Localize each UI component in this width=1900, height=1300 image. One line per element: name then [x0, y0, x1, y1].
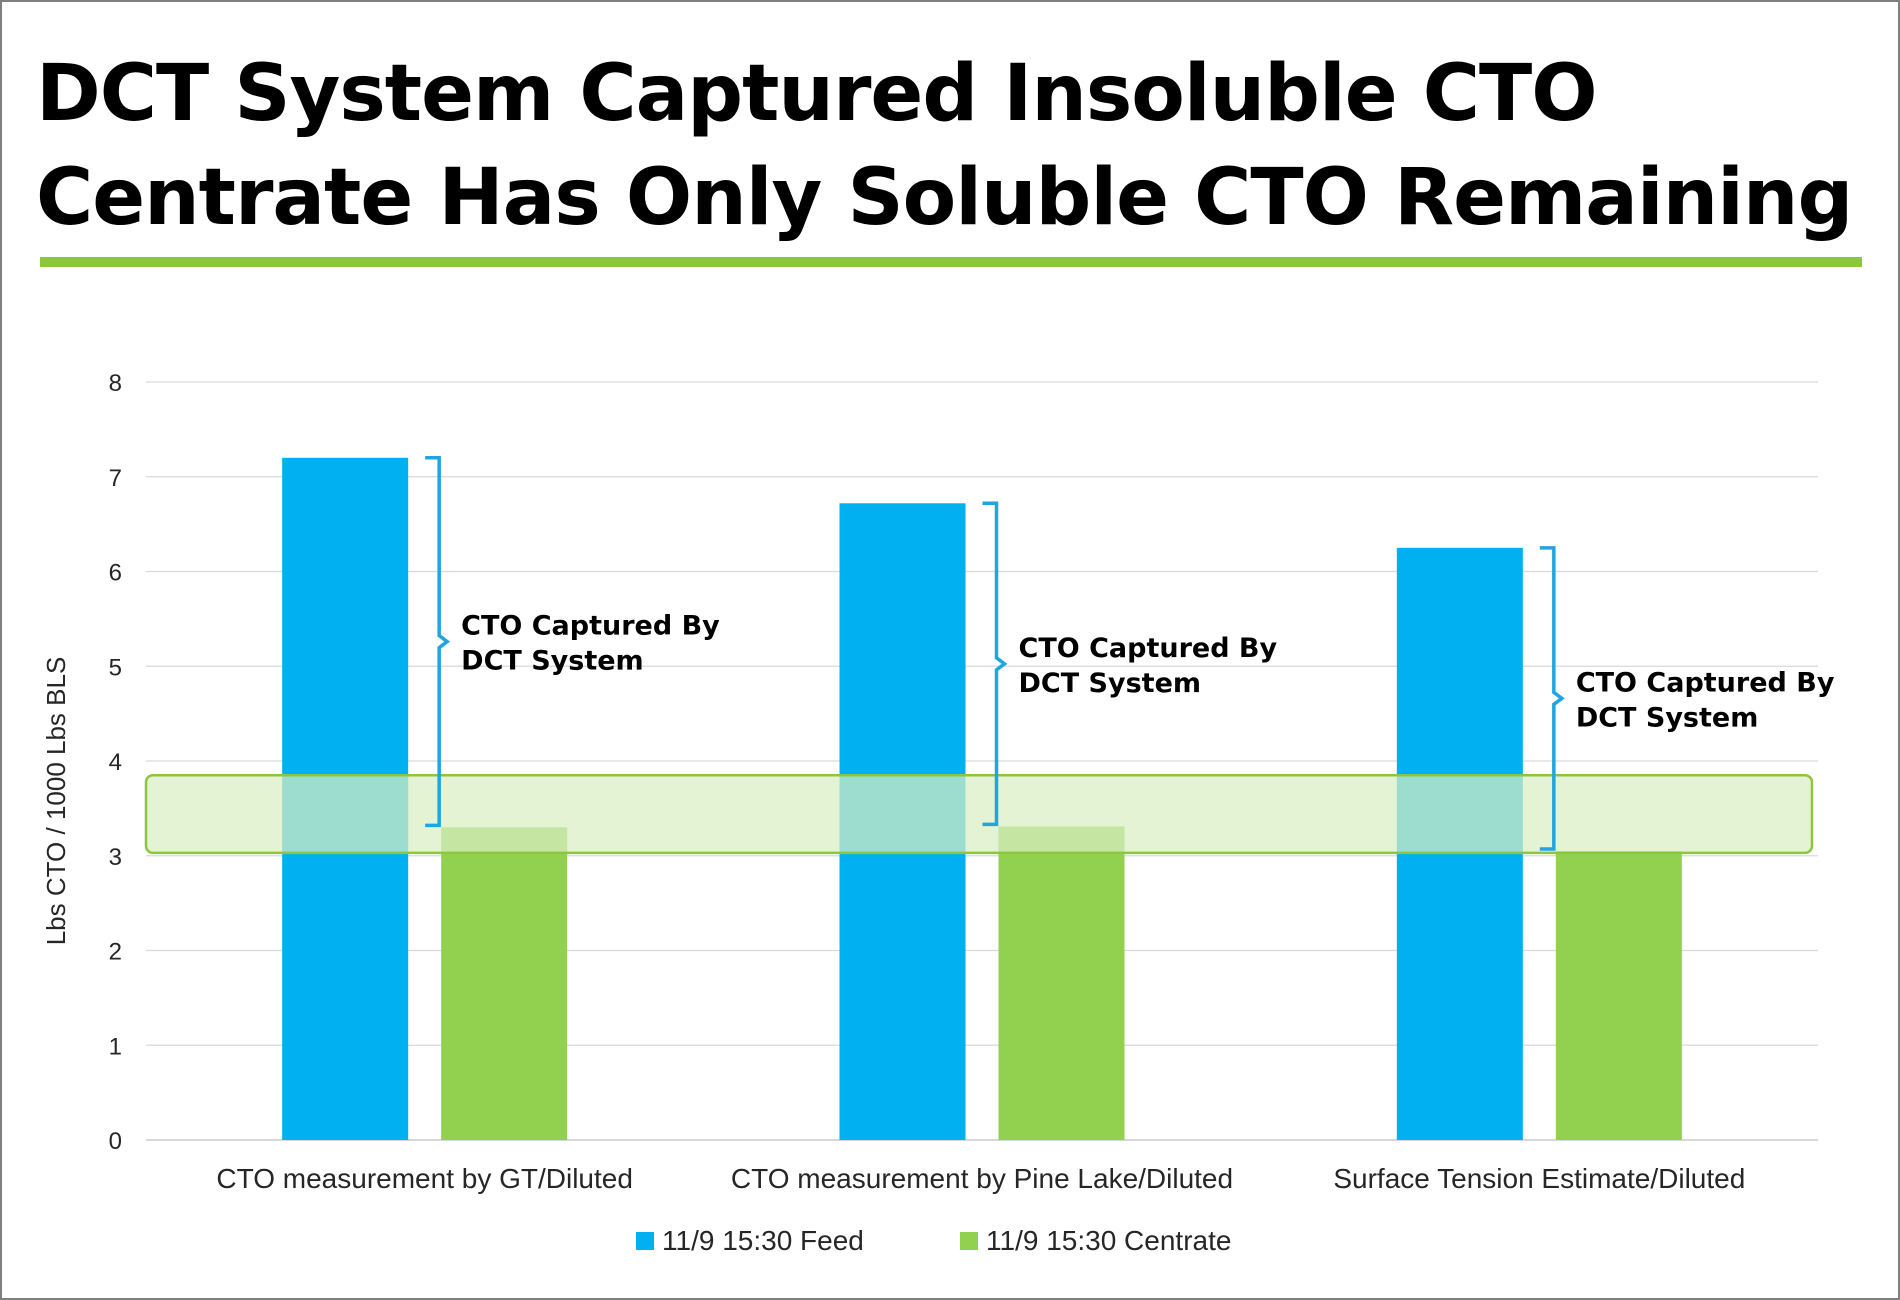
highlight-band — [144, 773, 1814, 855]
annotation-label: CTO Captured By — [1576, 667, 1835, 698]
legend-label: 11/9 15:30 Centrate — [986, 1225, 1231, 1256]
title-divider — [40, 257, 1862, 267]
y-axis-label: Lbs CTO / 1000 Lbs BLS — [41, 657, 71, 946]
y-tick-label: 5 — [109, 654, 122, 681]
bar-centrate — [441, 827, 568, 1140]
legend-swatch-centrate — [960, 1232, 978, 1250]
y-tick-label: 0 — [109, 1128, 122, 1155]
y-tick-label: 2 — [109, 939, 122, 966]
annotation-label: DCT System — [461, 646, 644, 677]
title-line-1: DCT System Captured Insoluble CTO — [36, 49, 1598, 139]
annotation-label: DCT System — [1576, 702, 1759, 733]
y-tick-label: 6 — [109, 560, 122, 587]
y-tick-label: 3 — [109, 844, 122, 871]
y-tick-label: 1 — [109, 1033, 122, 1060]
y-tick-label: 8 — [109, 370, 122, 397]
bar-centrate — [1555, 851, 1682, 1140]
title-line-2: Centrate Has Only Soluble CTO Remaining — [36, 153, 1853, 243]
captured-bracket — [425, 456, 451, 828]
slide-title: DCT System Captured Insoluble CTO Centra… — [36, 42, 1856, 250]
annotation-label: DCT System — [1019, 668, 1202, 699]
captured-bracket — [982, 501, 1008, 827]
x-tick-label: Surface Tension Estimate/Diluted — [1333, 1163, 1745, 1194]
x-tick-label: CTO measurement by GT/Diluted — [216, 1163, 633, 1194]
bar-centrate — [998, 826, 1125, 1140]
y-tick-label: 4 — [109, 749, 122, 776]
y-tick-label: 7 — [109, 465, 122, 492]
captured-bracket — [1539, 546, 1565, 851]
annotation-label: CTO Captured By — [1019, 633, 1278, 664]
legend-label: 11/9 15:30 Feed — [662, 1225, 864, 1256]
legend-swatch-feed — [636, 1232, 654, 1250]
annotation-label: CTO Captured By — [461, 611, 720, 642]
x-tick-label: CTO measurement by Pine Lake/Diluted — [731, 1163, 1233, 1194]
